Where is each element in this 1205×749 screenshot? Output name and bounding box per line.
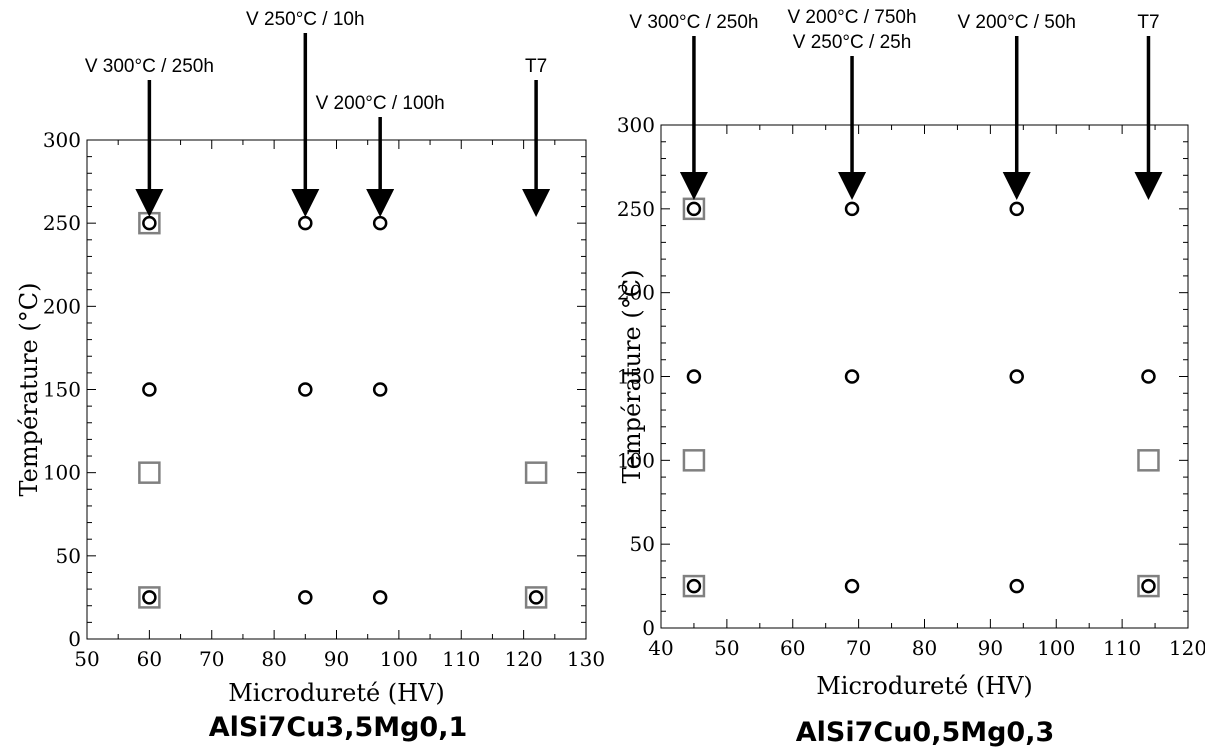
- plot-frame: [660, 124, 1189, 629]
- x-tick-label: 120: [1169, 636, 1205, 660]
- annotation-label: V 250°C / 25h: [793, 32, 912, 53]
- circle-marker: [844, 578, 860, 594]
- circle-marker: [686, 578, 702, 594]
- x-tick-label: 110: [1103, 636, 1141, 660]
- x-tick-label: 60: [137, 647, 162, 671]
- x-tick-label: 40: [648, 636, 673, 660]
- square-marker: [682, 449, 706, 472]
- x-tick-label: 90: [324, 647, 349, 671]
- chart-alsi7cu0-5mg0-3: 40 50 60 70 80 90 100 110 120 0 50 100 150 200 250 300 M…: [617, 7, 1205, 748]
- circle-marker: [1141, 369, 1156, 384]
- circle-marker: [1009, 201, 1024, 217]
- circle-marker: [1141, 578, 1156, 594]
- circle-marker: [1009, 578, 1024, 594]
- square-marker: [1137, 574, 1160, 598]
- y-axis-label: Température (°C): [15, 283, 43, 497]
- y-tick-label: 250: [617, 197, 655, 221]
- y-axis-label: Température (°C): [618, 270, 646, 484]
- x-tick-label: 60: [780, 636, 805, 660]
- x-tick-label: 70: [199, 647, 224, 671]
- annotation-label: T7: [525, 56, 547, 77]
- x-tick-label: 100: [380, 647, 418, 671]
- circle-marker: [142, 382, 157, 397]
- annotation-label: V 200°C / 100h: [316, 93, 445, 114]
- y-tick-label: 150: [43, 378, 81, 402]
- square-marker: [1137, 449, 1160, 472]
- chart-title: AlSi7Cu3,5Mg0,1: [209, 712, 468, 743]
- annotation-label: V 250°C / 10h: [246, 9, 365, 30]
- y-tick-label: 300: [43, 128, 81, 152]
- annotation-label: V 200°C / 250h: [241, 0, 370, 5]
- chart-title: AlSi7Cu0,5Mg0,3: [796, 717, 1055, 748]
- circle-marker: [686, 201, 702, 217]
- square-marker: [524, 461, 548, 484]
- x-tick-label: 130: [567, 647, 605, 671]
- annotation-label: T7: [1137, 12, 1159, 33]
- y-tick-label: 300: [617, 113, 655, 137]
- y-tick-label: 100: [617, 448, 655, 472]
- circle-marker: [372, 590, 388, 605]
- y-tick-label: 50: [56, 544, 81, 568]
- circle-marker: [844, 369, 860, 384]
- circle-marker: [372, 215, 388, 231]
- circle-marker: [298, 215, 313, 231]
- square-marker: [682, 574, 706, 598]
- square-marker: [138, 586, 161, 609]
- circle-marker: [142, 590, 157, 605]
- y-tick-label: 200: [617, 281, 655, 305]
- plot-frame: [86, 139, 587, 640]
- annotation-label: V 300°C / 250h: [629, 12, 758, 33]
- circle-marker: [372, 382, 388, 397]
- square-marker: [138, 461, 161, 484]
- chart-alsi7cu3-5mg0-1: 50 60 70 80 90 100 110 120 130050100150200250300…: [15, 0, 605, 743]
- y-tick-label: 50: [630, 532, 655, 556]
- x-tick-label: 110: [442, 647, 480, 671]
- y-tick-label: 150: [617, 365, 655, 389]
- x-tick-label: 90: [978, 636, 1003, 660]
- y-tick-label: 250: [43, 211, 81, 235]
- annotation-label: V 200°C / 750h: [787, 7, 916, 28]
- y-tick-label: 200: [43, 294, 81, 318]
- circle-marker: [686, 369, 702, 384]
- x-axis-label: Microdureté (HV): [816, 672, 1033, 700]
- x-axis-label: Microdureté (HV): [228, 679, 445, 707]
- x-tick-label: 50: [74, 647, 99, 671]
- annotation-label: V 300°C / 250h: [85, 56, 214, 77]
- x-tick-label: 50: [714, 636, 739, 660]
- x-tick-label: 120: [505, 647, 543, 671]
- x-tick-label: 70: [846, 636, 871, 660]
- x-tick-label: 100: [1037, 636, 1075, 660]
- circle-marker: [528, 590, 544, 605]
- circle-marker: [298, 590, 313, 605]
- x-tick-label: 80: [261, 647, 286, 671]
- circle-marker: [298, 382, 313, 397]
- circle-marker: [1009, 369, 1024, 384]
- circle-marker: [142, 215, 157, 231]
- y-tick-label: 100: [43, 461, 81, 485]
- y-tick-label: 0: [642, 616, 655, 640]
- square-marker: [524, 586, 548, 609]
- circle-marker: [844, 201, 860, 217]
- x-tick-label: 80: [912, 636, 937, 660]
- annotation-label: V 200°C / 50h: [957, 12, 1076, 33]
- y-tick-label: 0: [68, 627, 81, 651]
